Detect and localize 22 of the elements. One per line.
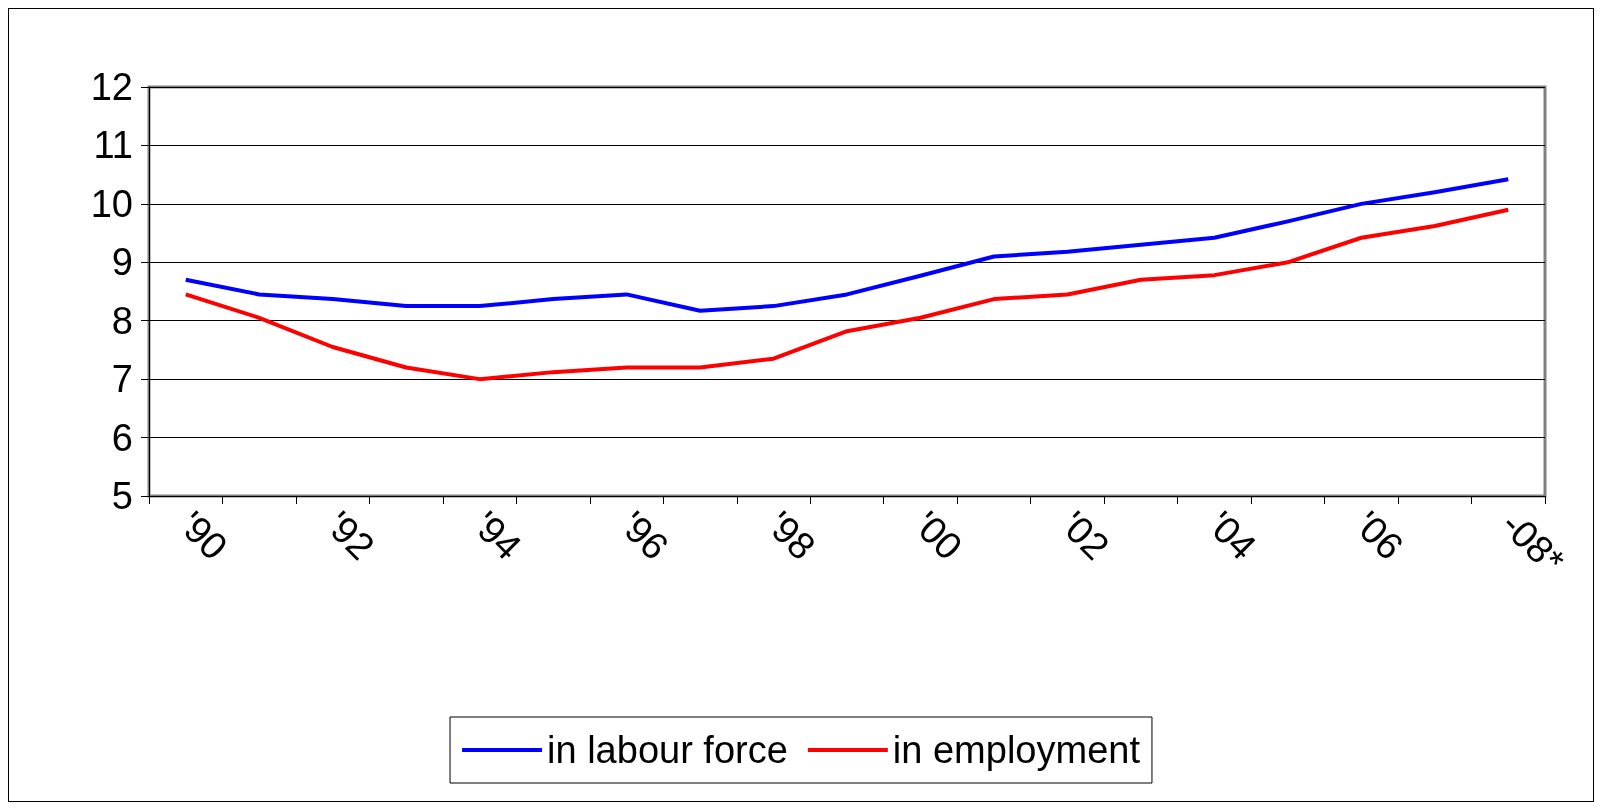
x-tick-label: '92 (317, 503, 383, 568)
x-tick-label: '98 (758, 503, 824, 568)
x-tick-label: '94 (464, 503, 530, 568)
y-tick-label: 12 (90, 66, 133, 108)
y-tick-label: 10 (90, 182, 133, 225)
y-tick-label: 6 (111, 416, 133, 459)
line-series (183, 207, 1511, 382)
x-tick-label: '90 (170, 503, 236, 568)
line-series (183, 177, 1511, 313)
y-tick-label: 5 (111, 475, 133, 517)
x-tick-label: '00 (905, 503, 971, 568)
y-tick-label: 8 (111, 299, 133, 342)
x-tick-label: '02 (1052, 503, 1118, 568)
x-tick-label: '04 (1199, 503, 1265, 568)
legend-label: in employment (892, 729, 1141, 771)
legend-label: in labour force (547, 729, 788, 771)
x-tick-label: '96 (611, 503, 677, 568)
x-tick-label: '06 (1346, 503, 1412, 568)
x-tick-label: -08* (1493, 503, 1573, 583)
y-tick-label: 11 (93, 124, 133, 167)
y-tick-label: 7 (111, 358, 133, 401)
y-tick-label: 9 (111, 241, 133, 284)
